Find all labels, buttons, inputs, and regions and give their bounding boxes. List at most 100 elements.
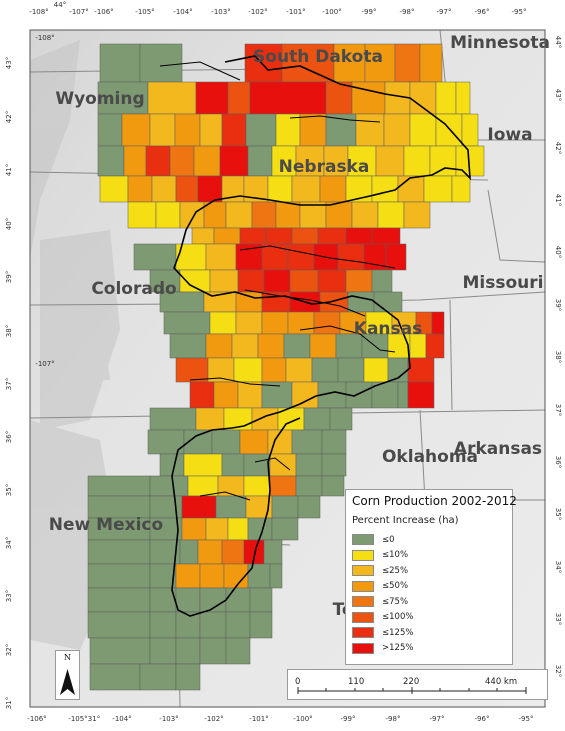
legend-swatch (352, 565, 374, 577)
lat-label-left: 32° (5, 644, 13, 656)
county-cell (163, 311, 211, 335)
lat-label-right: 42° (554, 142, 562, 154)
county-cell (337, 243, 365, 271)
county-cell (373, 291, 403, 313)
county-cell (175, 587, 201, 613)
lat-label-left: 36° (5, 431, 13, 443)
lon-label-bottom: -95° (519, 715, 534, 723)
county-cell (299, 201, 327, 229)
lat-label-right: 39° (554, 299, 562, 311)
county-cell (149, 407, 197, 431)
county-cell (291, 175, 321, 203)
legend-swatch (352, 627, 374, 639)
county-cell (345, 227, 373, 245)
county-cell (149, 563, 177, 589)
county-cell (139, 663, 177, 691)
county-cell (407, 381, 435, 409)
county-cell (337, 357, 365, 383)
lon-label-top: -106° (94, 8, 113, 16)
county-cell (225, 587, 251, 613)
county-cell (244, 43, 283, 83)
county-cell (325, 81, 353, 115)
county-cell (431, 311, 445, 335)
county-cell (225, 201, 253, 229)
county-cell (205, 333, 233, 359)
state-label: Arkansas (454, 439, 542, 459)
legend-swatch (352, 611, 374, 623)
county-cell (303, 407, 331, 431)
county-cell (283, 333, 311, 359)
lon-label-top: -108° (29, 8, 48, 16)
county-cell (375, 145, 405, 177)
county-cell (261, 357, 287, 383)
county-cell (123, 145, 147, 177)
county-cell (345, 269, 373, 293)
county-cell (231, 333, 259, 359)
corner-label: 31° (88, 715, 100, 723)
county-cell (423, 175, 453, 203)
county-cell (237, 269, 265, 293)
lon-label-top: -101° (286, 8, 305, 16)
river-lines (159, 61, 396, 501)
county-cell (151, 175, 177, 203)
lat-label-right: 37° (554, 404, 562, 416)
county-cell (239, 227, 267, 245)
county-cell (271, 495, 299, 519)
county-cell (191, 227, 215, 245)
lon-label-bottom: -105° (68, 715, 87, 723)
county-cell (175, 563, 201, 589)
scale-label: 440 km (485, 677, 518, 687)
county-cell (87, 587, 151, 613)
county-cell (371, 269, 393, 293)
county-cell (265, 227, 293, 245)
county-cell (425, 333, 445, 359)
county-cell (174, 113, 201, 147)
county-cell (287, 243, 315, 271)
county-cell (225, 637, 251, 665)
county-cell (295, 145, 325, 177)
lat-label-left: 34° (5, 537, 13, 549)
county-cell (197, 539, 223, 565)
county-cell (435, 113, 463, 147)
county-cell (243, 453, 271, 477)
state-labels: South Dakota Minnesota Wyoming Iowa Nebr… (49, 33, 550, 620)
county-cell (235, 311, 263, 335)
legend-class-row: ≤75% (352, 594, 506, 610)
county-cell (99, 175, 129, 203)
county-cell (321, 475, 345, 497)
lon-label-bottom: -103° (159, 715, 178, 723)
lon-label-top: -99° (362, 8, 377, 16)
county-cell (287, 311, 315, 335)
county-cell (133, 243, 177, 271)
county-cell (195, 407, 225, 431)
lat-label-left: 37° (5, 378, 13, 390)
county-cell (155, 201, 181, 229)
lon-label-top: -100° (322, 8, 341, 16)
lon-label-bottom: -97° (430, 715, 445, 723)
lon-label-bottom: -106° (27, 715, 46, 723)
county-cell (193, 145, 221, 177)
legend-class-row: ≤100% (352, 610, 506, 626)
county-cell (295, 453, 323, 477)
county-cell (211, 429, 241, 455)
lat-label-left: 38° (5, 325, 13, 337)
county-cell (317, 227, 347, 245)
county-cell (179, 269, 211, 293)
county-cell (269, 563, 283, 589)
county-cell (249, 587, 273, 613)
legend-class-label: ≤50% (382, 581, 409, 592)
legend-class-label: ≤100% (382, 612, 414, 623)
county-cell (213, 227, 241, 245)
county-cell (451, 175, 471, 203)
lat-label-right: 38° (554, 351, 562, 363)
county-cell (371, 227, 401, 245)
scale-label: 220 (403, 677, 420, 687)
county-cell (263, 539, 283, 565)
county-cell (251, 407, 279, 431)
lat-label-right: 33° (554, 613, 562, 625)
county-cell (397, 175, 425, 203)
corner-label: 44° (54, 1, 66, 9)
county-cell (319, 175, 347, 203)
legend-title: Corn Production 2002-2012 (352, 494, 517, 508)
